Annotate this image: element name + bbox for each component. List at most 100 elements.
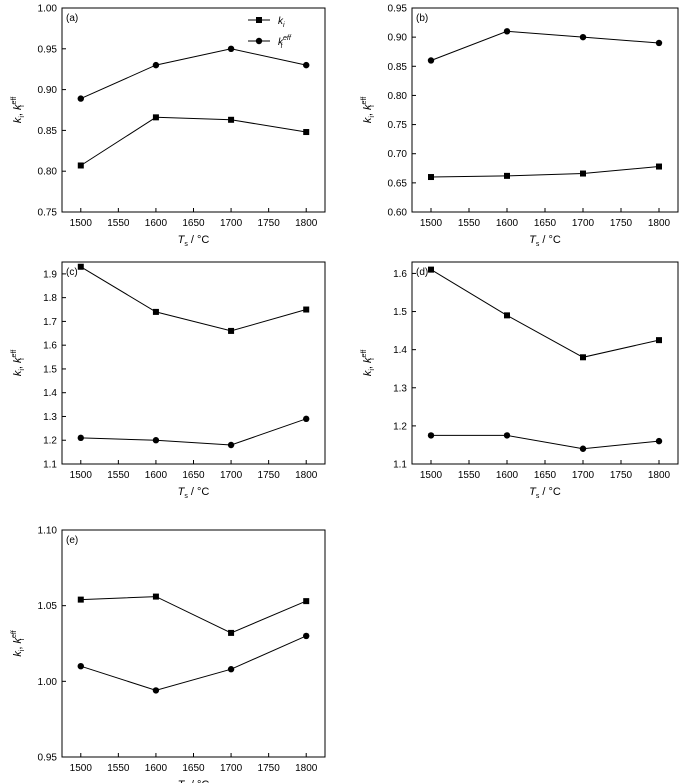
x-tick-label: 1700 bbox=[220, 763, 243, 774]
x-axis-label-main: T bbox=[178, 234, 186, 246]
y-tick-label: 1.8 bbox=[43, 293, 57, 304]
x-tick-label: 1600 bbox=[145, 470, 168, 481]
x-axis-label: Ts / °C bbox=[529, 486, 561, 500]
x-tick-label: 1650 bbox=[182, 470, 205, 481]
plot-frame bbox=[411, 7, 679, 213]
series-line-2 bbox=[80, 635, 307, 691]
x-tick-label: 1500 bbox=[420, 470, 443, 481]
legend-ki-main: k bbox=[278, 16, 284, 27]
y-axis-label-sup: eff bbox=[361, 350, 368, 358]
legend-label-keff: keff i bbox=[278, 35, 292, 50]
x-axis-label-unit: / °C bbox=[188, 234, 210, 246]
data-point-circle bbox=[427, 57, 435, 64]
data-point-square bbox=[228, 116, 235, 123]
y-axis-label-main2: k bbox=[12, 104, 24, 110]
x-tick-label: 1750 bbox=[258, 218, 281, 229]
chart-panel-1: 1500 1550 1600 1650 1700 1750 1800 0.75 0.80 0.85… bbox=[11, 4, 326, 248]
y-axis-label-main: k bbox=[12, 370, 24, 376]
series-line-1 bbox=[80, 266, 307, 332]
y-axis-label-sub: i bbox=[369, 369, 376, 371]
data-point-circle bbox=[152, 61, 160, 69]
data-point-circle bbox=[303, 632, 310, 640]
data-point-square bbox=[303, 129, 310, 136]
x-tick-label: 1500 bbox=[70, 763, 93, 774]
y-tick-label: 1.5 bbox=[43, 364, 57, 375]
data-point-circle bbox=[303, 61, 310, 69]
y-tick-label: 1.05 bbox=[38, 601, 58, 612]
y-tick-label: 0.95 bbox=[38, 753, 58, 764]
series-line-2 bbox=[430, 30, 660, 61]
data-point-circle bbox=[579, 445, 587, 452]
x-tick-label: 1800 bbox=[295, 763, 318, 774]
y-axis-label: ki, keffi bbox=[11, 350, 26, 376]
y-tick-label: 1.00 bbox=[38, 677, 58, 688]
data-point-circle bbox=[303, 415, 310, 423]
data-point-circle bbox=[655, 437, 663, 445]
x-tick-label: 1550 bbox=[107, 218, 130, 229]
data-point-circle bbox=[227, 666, 235, 673]
y-tick-label: 0.90 bbox=[388, 33, 408, 44]
y-tick-label: 1.2 bbox=[393, 421, 407, 432]
y-axis-label-sub: i bbox=[19, 649, 26, 651]
legend-label-ki: ki bbox=[278, 16, 285, 29]
y-axis-label-sep: , bbox=[362, 110, 374, 116]
y-axis-label: ki, keffi bbox=[361, 97, 376, 123]
x-tick-label: 1650 bbox=[182, 218, 205, 229]
y-axis-label-main: k bbox=[362, 117, 374, 123]
x-tick-label: 1750 bbox=[258, 470, 281, 481]
panel-label: (a) bbox=[66, 13, 78, 24]
data-point-square bbox=[228, 629, 235, 636]
x-axis-label-unit: / °C bbox=[539, 486, 561, 498]
y-axis-label-sub: i bbox=[19, 369, 26, 371]
data-point-square bbox=[152, 114, 159, 121]
legend-keff-sup: eff bbox=[283, 35, 292, 42]
data-point-circle bbox=[152, 437, 160, 444]
data-point-circle bbox=[579, 33, 587, 41]
y-tick-label: 0.95 bbox=[38, 44, 58, 55]
legend-keff-sub: i bbox=[281, 43, 283, 50]
chart-panel-4: 1500 1550 1600 1650 1700 1750 1800 1.1 1.2 1.3 1.4… bbox=[361, 261, 679, 500]
y-axis-label-sub2: i bbox=[369, 105, 376, 107]
x-tick-label: 1650 bbox=[182, 763, 205, 774]
series-line-1 bbox=[430, 166, 660, 178]
x-tick-label: 1500 bbox=[70, 470, 93, 481]
data-point-circle bbox=[77, 663, 84, 670]
y-axis-label-sep: , bbox=[12, 110, 24, 116]
data-point-circle bbox=[427, 432, 435, 439]
y-axis-label: ki, keffi bbox=[11, 630, 26, 656]
data-point-circle bbox=[77, 434, 84, 442]
y-axis-label: ki, keffi bbox=[11, 97, 26, 123]
x-tick-label: 1800 bbox=[295, 218, 318, 229]
x-axis-label: Ts / °C bbox=[178, 234, 210, 248]
y-axis-label-sup: eff bbox=[11, 350, 18, 358]
x-tick-label: 1600 bbox=[145, 763, 168, 774]
data-point-square bbox=[580, 354, 586, 361]
y-tick-label: 1.6 bbox=[393, 269, 407, 280]
y-axis-label-main2: k bbox=[362, 104, 374, 110]
y-axis-label-main: k bbox=[12, 651, 24, 657]
x-axis-label-unit: / °C bbox=[539, 234, 561, 246]
y-tick-label: 0.95 bbox=[388, 4, 408, 15]
y-tick-label: 1.2 bbox=[43, 436, 57, 447]
data-point-square bbox=[77, 596, 84, 603]
x-axis-label-unit: / °C bbox=[188, 779, 210, 783]
series-line-2 bbox=[431, 434, 660, 450]
x-axis-label-sub: s bbox=[184, 241, 188, 248]
x-tick-label: 1750 bbox=[610, 218, 633, 229]
y-tick-label: 1.7 bbox=[43, 317, 57, 328]
y-tick-label: 0.70 bbox=[388, 149, 408, 160]
y-tick-label: 1.10 bbox=[38, 526, 58, 537]
y-tick-label: 1.3 bbox=[43, 412, 57, 423]
y-tick-label: 0.90 bbox=[38, 85, 58, 96]
plot-frame bbox=[411, 261, 679, 465]
data-point-square bbox=[303, 598, 310, 605]
y-tick-label: 0.80 bbox=[38, 167, 58, 178]
x-tick-label: 1800 bbox=[648, 470, 671, 481]
y-axis-label-sup: eff bbox=[11, 97, 18, 105]
x-tick-label: 1650 bbox=[534, 218, 557, 229]
legend-marker-circle bbox=[255, 37, 263, 45]
y-axis-label-sep: , bbox=[12, 643, 24, 649]
data-point-square bbox=[656, 163, 662, 170]
y-axis-label-sub2: i bbox=[19, 358, 26, 360]
y-tick-label: 1.6 bbox=[43, 341, 57, 352]
